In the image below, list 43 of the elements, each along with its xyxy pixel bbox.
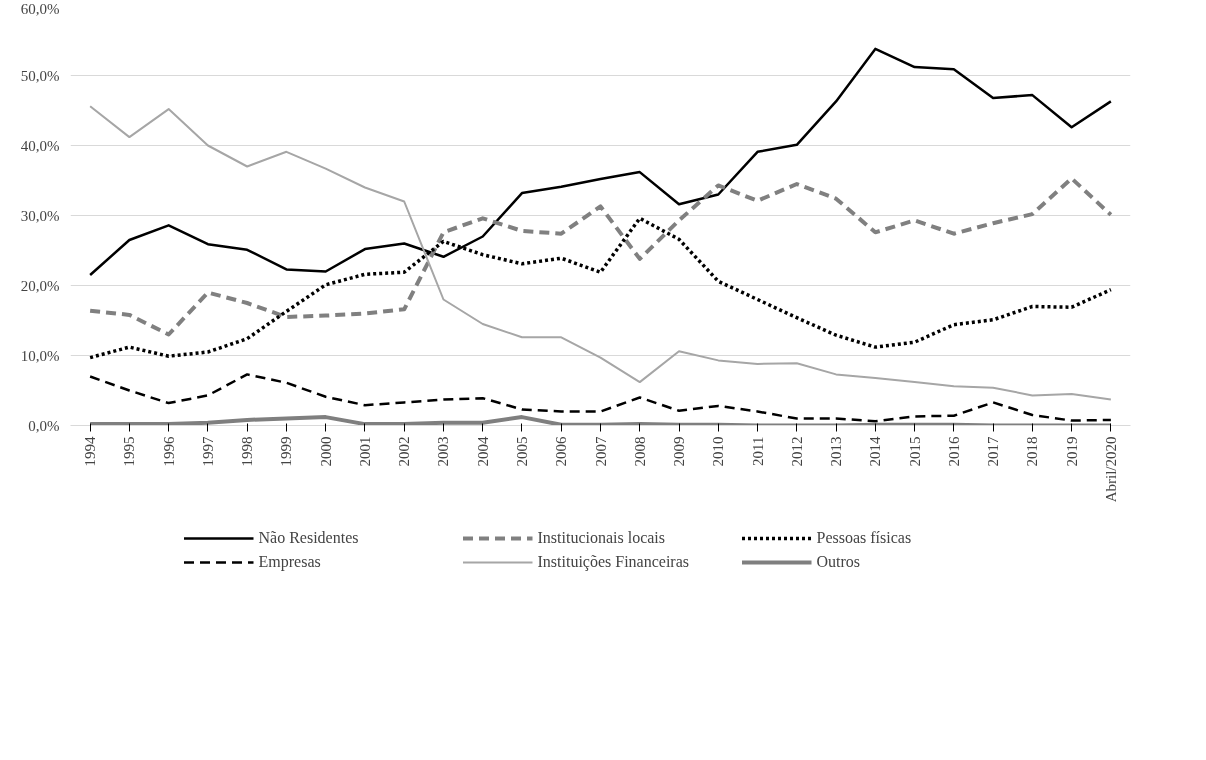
x-tick-label: 2017 [985, 436, 1002, 467]
x-tick-label: 2016 [945, 436, 962, 467]
x-tick-label: 2009 [671, 436, 688, 467]
x-tick-label: 2019 [1063, 436, 1080, 467]
y-tick-label: 30,0% [20, 207, 60, 224]
x-tick-label: 2004 [474, 436, 491, 467]
x-tick-label: 2013 [828, 436, 845, 467]
legend-label: Institucionais locais [537, 529, 667, 547]
x-tick-label: 2012 [788, 436, 805, 467]
x-tick-label: 1998 [239, 436, 256, 467]
x-tick-label: 2001 [356, 436, 373, 467]
x-tick-label: 2003 [435, 436, 452, 467]
x-tick-label: 2015 [906, 436, 923, 467]
y-tick-label: 60,0% [20, 0, 60, 17]
x-tick-label: 2000 [317, 436, 334, 467]
x-tick-label: 2007 [592, 436, 609, 467]
x-tick-label: 1999 [278, 436, 295, 467]
x-tick-label: 2006 [553, 436, 570, 467]
x-tick-label: 2010 [710, 436, 727, 467]
legend-label: Outros [816, 553, 862, 571]
x-tick-label: 2014 [867, 436, 884, 467]
x-tick-label: 2018 [1024, 436, 1041, 467]
line-series [88, 415, 1113, 426]
legend-label: Não Residentes [258, 529, 360, 547]
y-tick-label: 0,0% [28, 417, 60, 434]
x-tick-label: 2011 [749, 436, 766, 466]
y-tick-label: 40,0% [20, 137, 60, 154]
x-tick-label: 1996 [160, 436, 177, 467]
x-tick-label: 1997 [199, 436, 216, 467]
legend-label: Pessoas físicas [816, 529, 913, 547]
line-series [88, 176, 1113, 337]
legend-label: Instituições Financeiras [537, 553, 690, 571]
x-tick-label: 1995 [121, 436, 138, 467]
x-tick-label: 2002 [396, 436, 413, 467]
line-series [89, 105, 1112, 401]
x-tick-label: 2008 [631, 436, 648, 467]
y-tick-label: 50,0% [20, 67, 60, 84]
x-tick-label: 1994 [82, 436, 99, 467]
x-tick-label: Abril/2020 [1102, 436, 1119, 503]
x-tick-label: 2005 [513, 436, 530, 467]
legend-label: Empresas [258, 553, 322, 571]
y-tick-label: 10,0% [20, 347, 60, 364]
y-tick-label: 20,0% [20, 277, 60, 294]
